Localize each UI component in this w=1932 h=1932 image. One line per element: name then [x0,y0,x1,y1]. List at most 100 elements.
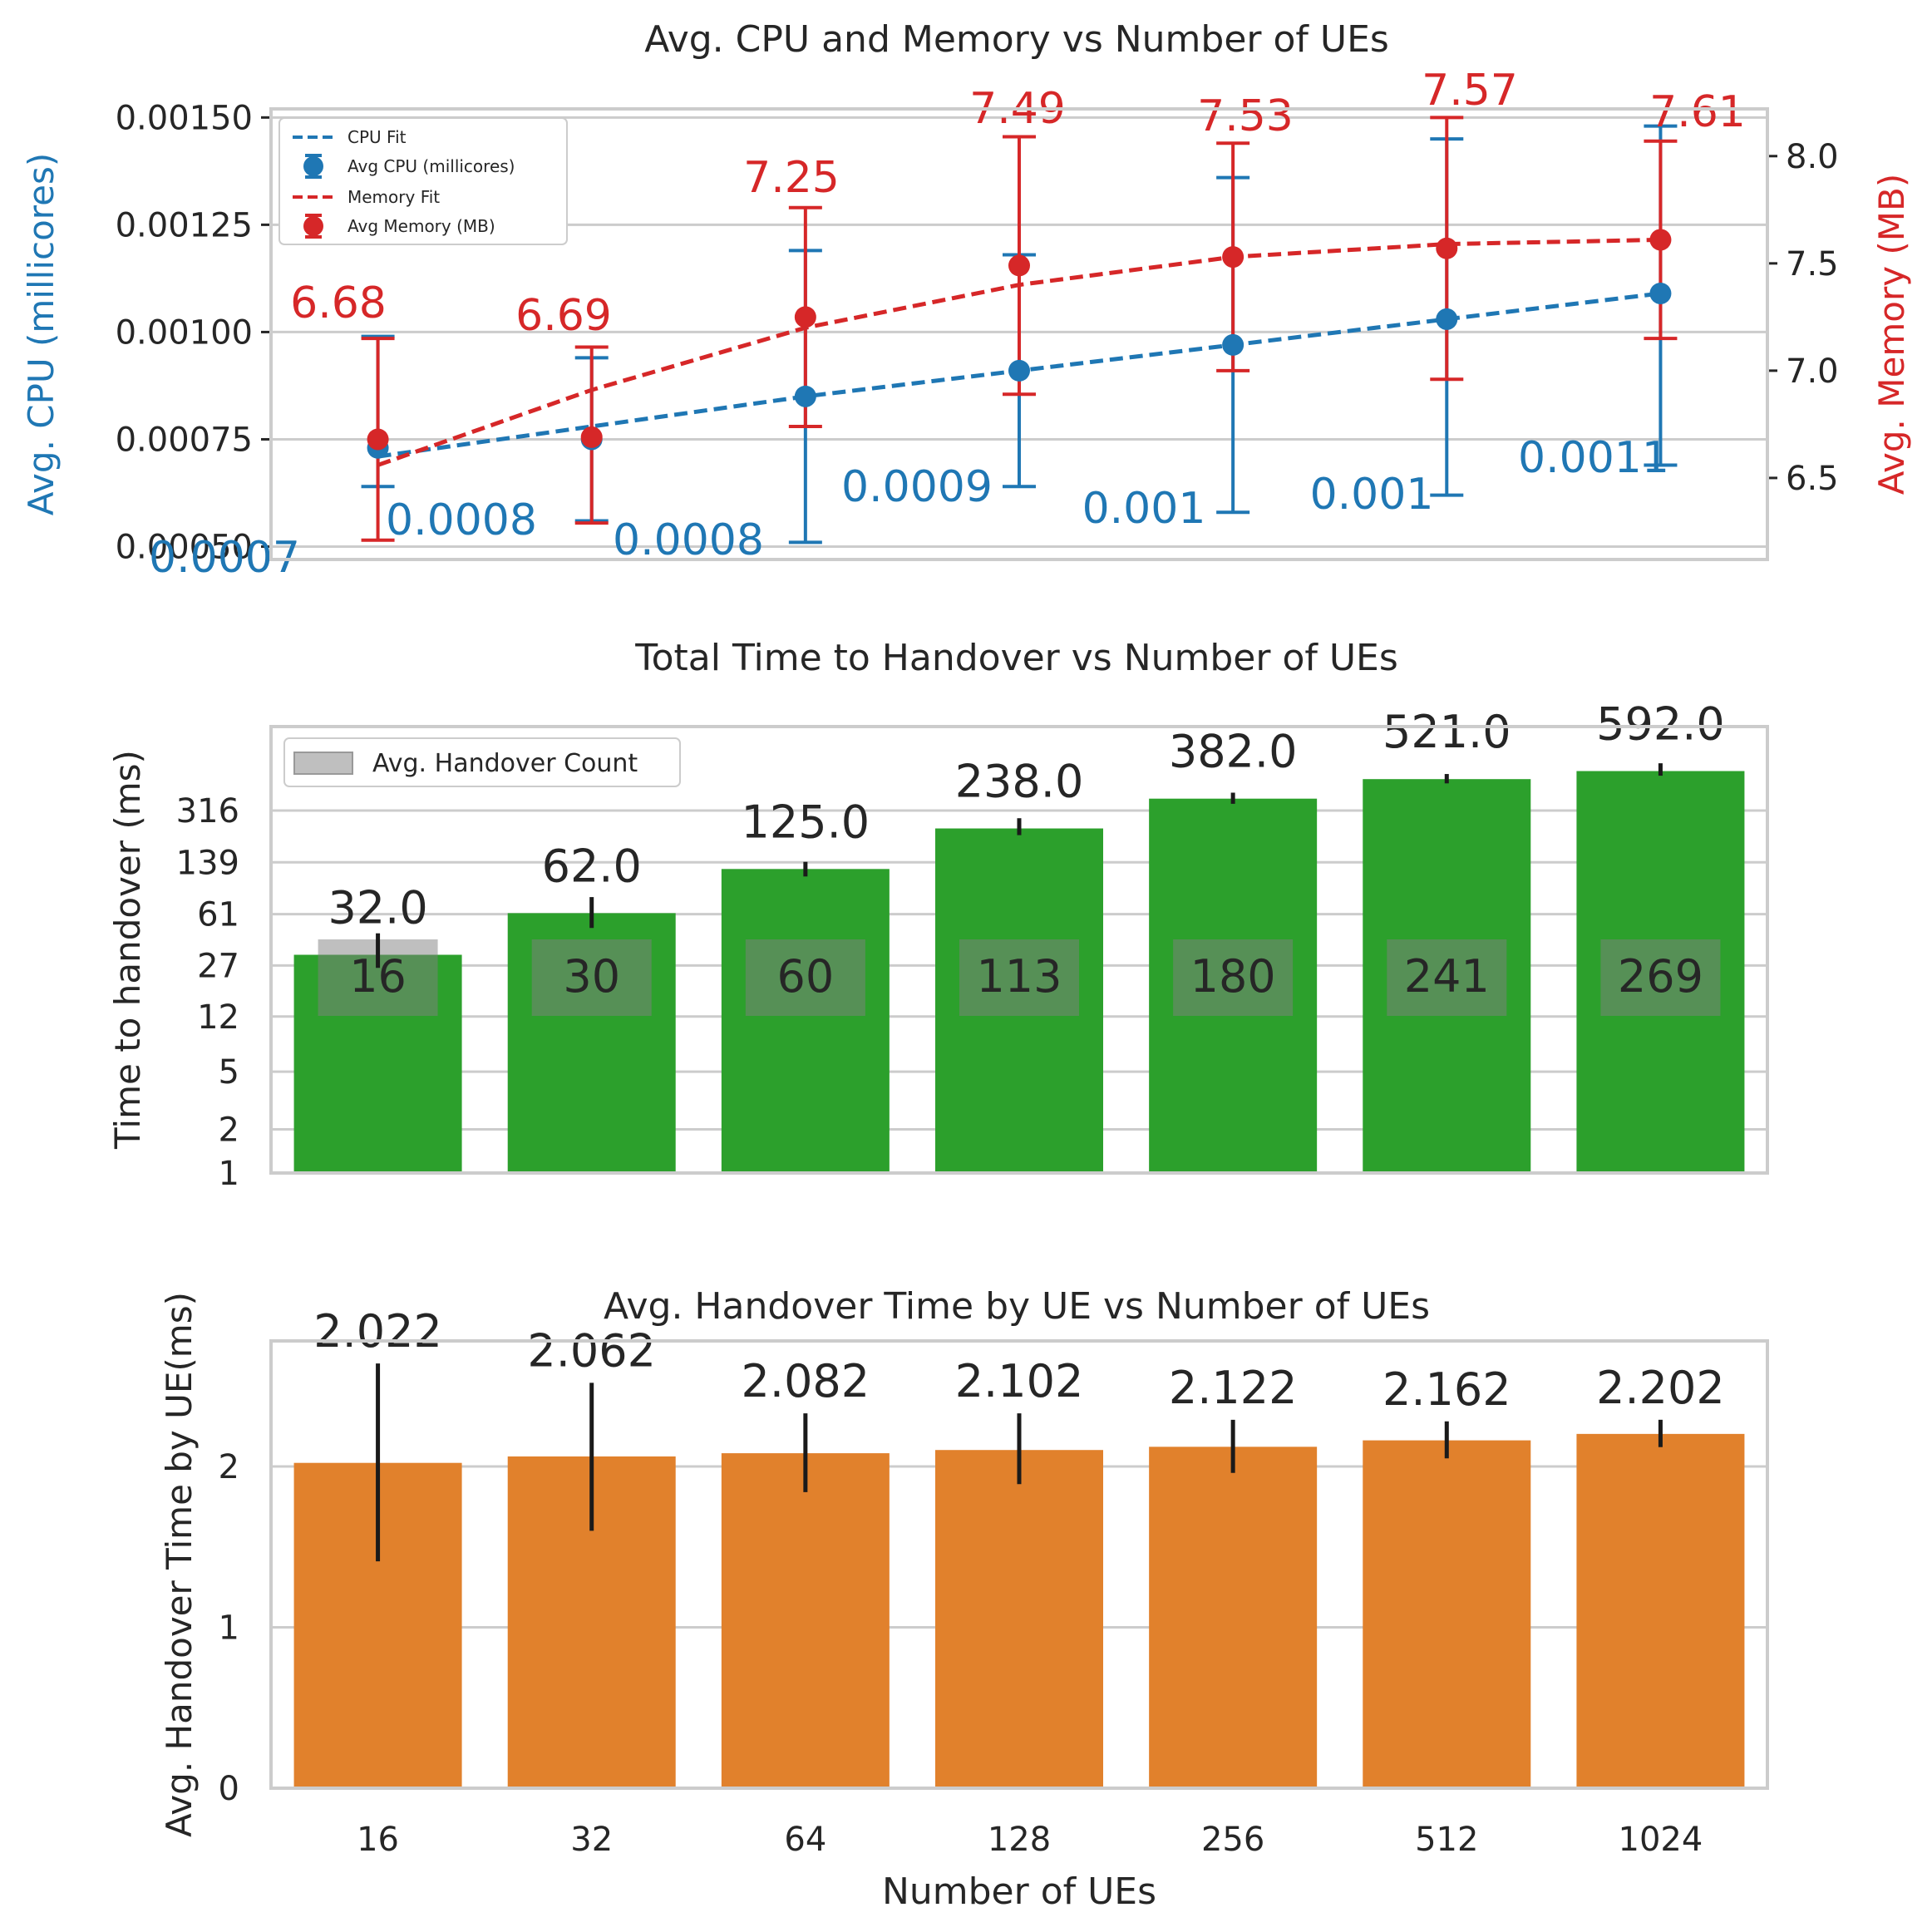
memory-data-label: 6.68 [290,278,387,328]
legend-avg-cpu-swatch [303,154,323,179]
cpu-point [794,385,816,407]
chart-3-x-tick-label: 64 [784,1821,826,1859]
chart-2-error-bars [376,763,1663,968]
chart-1-legend: CPU Fit Avg CPU (millicores) Memory Fit … [278,117,568,245]
handover-per-ue-data-label: 2.102 [955,1355,1084,1407]
chart-1-y-tick-label: 0.00100 [116,313,253,352]
cpu-data-label: 0.001 [1310,470,1434,520]
handover-count-label: 180 [1190,950,1276,1003]
chart-2-count-boxes: 16 30 60 113 180 241 269 [318,939,1721,1016]
chart-3-data-labels: 2.022 2.062 2.082 2.102 2.122 2.162 2.202 [313,1305,1724,1416]
cpu-memory-chart: Avg. CPU and Memory vs Number of UEs 0.0… [21,18,1912,583]
chart-3-x-ticks: 16 32 64 128 256 512 1024 [357,1821,1703,1859]
chart-3-x-tick-label: 128 [988,1821,1051,1859]
chart-3-error-bars [376,1363,1663,1562]
chart-3-x-axis-label: Number of UEs [882,1870,1156,1913]
legend-cpu-fit-label: CPU Fit [347,127,407,147]
legend-handover-count-swatch [293,752,353,775]
chart-1-y2-tick-label: 8.0 [1786,138,1839,176]
cpu-data-label: 0.0008 [386,495,537,545]
handover-count-label: 241 [1404,950,1490,1003]
handover-per-ue-bar [721,1453,890,1788]
chart-3-y-ticks: 0 1 2 [219,1448,239,1808]
memory-point [1436,237,1458,259]
legend-avg-memory-label: Avg Memory (MB) [347,216,495,236]
chart-3-x-tick-label: 1024 [1619,1821,1703,1859]
handover-time-data-label: 238.0 [955,756,1084,808]
handover-per-ue-data-label: 2.202 [1596,1362,1725,1414]
handover-count-label: 113 [976,950,1062,1003]
chart-1-y-tick-label: 0.00125 [116,206,253,244]
chart-1-y2-axis-label: Avg. Memory (MB) [1871,174,1912,495]
chart-1-y-axis-label: Avg. CPU (millicores) [21,153,62,515]
handover-count-box [1173,939,1294,1016]
memory-data-label: 7.25 [743,153,840,203]
chart-3-frame [269,1339,1769,1790]
memory-point [794,306,816,328]
chart-1-frame [269,107,1769,561]
cpu-point [1649,282,1672,304]
chart-2-data-labels: 32.0 62.0 125.0 238.0 382.0 521.0 592.0 [328,698,1724,934]
chart-3-y-tick-label: 0 [219,1770,239,1808]
cpu-data-label: 0.001 [1082,484,1206,534]
chart-2-y-tick-label: 139 [176,844,239,882]
chart-1-y2-tick-label: 7.0 [1786,352,1839,391]
chart-1-y2-ticks: 6.5 7.0 7.5 8.0 [1767,138,1839,498]
handover-time-bar [721,869,890,1173]
handover-per-ue-data-label: 2.082 [742,1355,870,1407]
memory-data-label: 7.53 [1197,91,1294,141]
chart-1-points [367,229,1672,459]
chart-2-y-tick-label: 1 [219,1155,239,1193]
handover-count-box [531,939,652,1016]
chart-1-y-tick-label: 0.00150 [116,99,253,137]
memory-data-label: 7.61 [1649,87,1746,137]
handover-count-label: 30 [563,950,620,1003]
chart-3-bars [293,1433,1745,1788]
legend-memory-fit-label: Memory Fit [347,187,440,207]
chart-2-legend-box [283,737,681,787]
chart-1-error-bars [361,116,1678,545]
handover-per-ue-data-label: 2.122 [1169,1362,1298,1414]
chart-2-y-tick-label: 316 [176,792,239,830]
legend-handover-count-label: Avg. Handover Count [372,749,638,778]
chart-2-title: Total Time to Handover vs Number of UEs [634,637,1398,679]
handover-time-data-label: 382.0 [1169,726,1298,778]
cpu-point [1008,359,1030,382]
memory-point [367,428,389,451]
handover-count-box [745,939,865,1016]
chart-1-y2-tick-label: 7.5 [1786,245,1839,283]
handover-time-data-label: 32.0 [328,882,427,934]
chart-3-x-tick-label: 32 [570,1821,613,1859]
handover-per-ue-bar [1576,1433,1745,1788]
handover-time-data-label: 592.0 [1596,698,1725,751]
chart-3-y-tick-label: 1 [219,1609,239,1647]
memory-point [580,426,603,448]
chart-2-y-tick-label: 61 [197,896,239,934]
memory-point [1649,229,1672,251]
handover-per-ue-chart: Avg. Handover Time by UE vs Number of UE… [159,1285,1769,1913]
handover-count-label: 269 [1618,950,1703,1003]
chart-3-x-tick-label: 16 [357,1821,399,1859]
chart-2-y-tick-label: 27 [197,947,239,985]
chart-1-title: Avg. CPU and Memory vs Number of UEs [644,18,1389,61]
memory-point [1222,246,1244,269]
handover-total-chart: Total Time to Handover vs Number of UEs … [107,637,1769,1193]
legend-avg-cpu-label: Avg CPU (millicores) [347,156,515,176]
memory-data-label: 6.69 [515,291,612,341]
chart-2-y-tick-label: 12 [197,998,239,1037]
chart-3-x-tick-label: 512 [1415,1821,1478,1859]
handover-per-ue-data-label: 2.022 [313,1305,442,1358]
handover-count-box [959,939,1079,1016]
handover-per-ue-bar [935,1450,1103,1788]
handover-per-ue-bar [1149,1447,1318,1788]
cpu-data-label: 0.0011 [1518,433,1669,483]
memory-point [1008,254,1030,277]
legend-avg-memory-swatch [303,214,323,239]
chart-3-y-axis-label: Avg. Handover Time by UE(ms) [159,1292,200,1837]
handover-count-box [1387,939,1507,1016]
cpu-point [1222,333,1244,356]
chart-2-y-tick-label: 2 [219,1111,239,1150]
handover-time-data-label: 521.0 [1382,706,1511,758]
